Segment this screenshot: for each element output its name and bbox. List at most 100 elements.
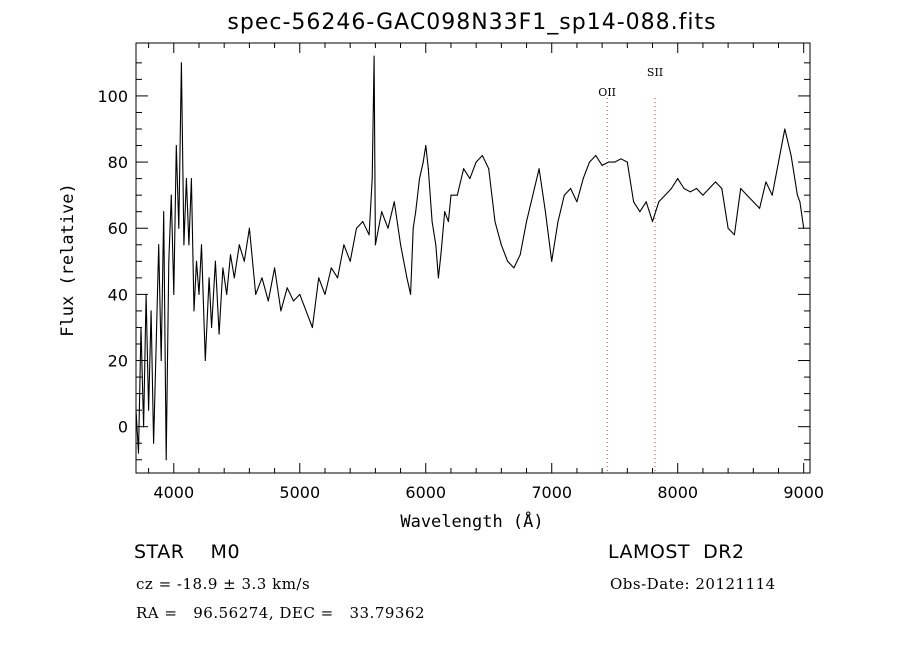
spectrum-point xyxy=(759,207,761,209)
spectrum-point xyxy=(381,211,383,213)
spectrum-point xyxy=(148,409,150,411)
spectrum-point xyxy=(204,360,206,362)
spectrum-point xyxy=(280,310,282,312)
spectrum-point xyxy=(343,244,345,246)
spectrum-point xyxy=(170,194,172,196)
spectrum-point xyxy=(677,178,679,180)
x-tick-label: 7000 xyxy=(531,483,572,502)
spectrum-point xyxy=(173,293,175,295)
spectrum-point xyxy=(733,234,735,236)
spectrum-point xyxy=(444,211,446,213)
spectrum-point xyxy=(708,188,710,190)
spectrum-point xyxy=(185,178,187,180)
spectrum-point xyxy=(165,459,167,461)
spectrum-point xyxy=(299,293,301,295)
x-tick-label: 5000 xyxy=(279,483,320,502)
spectrum-point xyxy=(311,326,313,328)
spectrum-point xyxy=(582,178,584,180)
spectrum-point xyxy=(740,188,742,190)
spectrum-point xyxy=(274,267,276,269)
spectrum-point xyxy=(158,244,160,246)
spectrum-point xyxy=(633,201,635,203)
spectrum-point xyxy=(422,161,424,163)
spectrum-point xyxy=(494,221,496,223)
spectrum-point xyxy=(163,211,165,213)
spectrum-point xyxy=(415,211,417,213)
spectrum-point xyxy=(563,194,565,196)
spectrum-point xyxy=(570,188,572,190)
spectrum-point xyxy=(229,254,231,256)
spectrum-point xyxy=(799,201,801,203)
spectrum-point xyxy=(355,227,357,229)
spectrum-point xyxy=(765,181,767,183)
x-tick-label: 8000 xyxy=(657,483,698,502)
spectrum-point xyxy=(702,194,704,196)
spectrum-point xyxy=(138,452,140,454)
plot-frame xyxy=(135,42,811,474)
spectrum-point xyxy=(544,211,546,213)
spectrum-point xyxy=(532,194,534,196)
spectrum-point xyxy=(488,168,490,170)
spectrum-point xyxy=(475,161,477,163)
spectrum-point xyxy=(374,244,376,246)
spectrum-point xyxy=(180,62,182,64)
spectrum-point xyxy=(538,168,540,170)
spectrum-point xyxy=(664,194,666,196)
spectrum-point xyxy=(168,260,170,262)
spectrum-point xyxy=(248,227,250,229)
spectrum-point xyxy=(155,343,157,345)
spectrum-point xyxy=(507,260,509,262)
y-axis-label: Flux (relative) xyxy=(58,183,78,337)
spectrum-point xyxy=(500,244,502,246)
spectrum-point xyxy=(658,201,660,203)
spectrum-point xyxy=(145,293,147,295)
x-tick-label: 4000 xyxy=(153,483,194,502)
spectrum-point xyxy=(406,277,408,279)
spectrum-point xyxy=(135,409,137,411)
plot-frame-rect xyxy=(135,42,811,474)
spectrum-point xyxy=(233,277,235,279)
spectrum-point xyxy=(222,267,224,269)
spectrum-point xyxy=(447,221,449,223)
spectrum-point xyxy=(140,326,142,328)
spectrum-point xyxy=(601,164,603,166)
spectrum-point xyxy=(393,201,395,203)
obs-date-label: Obs-Date: 20121114 xyxy=(610,575,776,593)
line-markers: OII SII xyxy=(598,66,663,473)
spectrum-point xyxy=(689,191,691,193)
spectrum-point xyxy=(727,227,729,229)
spectrum-point xyxy=(412,227,414,229)
spectrum-point xyxy=(551,260,553,262)
spectrum-point xyxy=(349,260,351,262)
spectrum-point xyxy=(645,201,647,203)
tick-labels: 4000 5000 6000 7000 8000 9000 0 20 40 60 80 100 xyxy=(97,87,824,502)
spectrum-point xyxy=(305,310,307,312)
spectrum-point xyxy=(160,360,162,362)
spectrum-point xyxy=(208,277,210,279)
spectrum-point xyxy=(435,244,437,246)
spectrum-point xyxy=(410,293,412,295)
spectrum-point xyxy=(463,168,465,170)
spectrum-point xyxy=(201,244,203,246)
spectrum-point xyxy=(513,267,515,269)
spectrum-point xyxy=(595,154,597,156)
spectrum-point xyxy=(193,310,195,312)
spectrum-point xyxy=(178,227,180,229)
spectrum-point xyxy=(267,300,269,302)
spectrum-point xyxy=(696,188,698,190)
spectrum-point xyxy=(337,277,339,279)
y-tick-label: 80 xyxy=(108,153,128,172)
spectrum-point xyxy=(373,55,375,57)
spectrum-point xyxy=(683,188,685,190)
spectrum-point xyxy=(255,293,257,295)
spectrum-point xyxy=(153,442,155,444)
spectrum-point xyxy=(318,277,320,279)
spectrum-point xyxy=(292,300,294,302)
spectrum-point xyxy=(778,161,780,163)
spectrum-point xyxy=(371,178,373,180)
spectrum-point xyxy=(607,161,609,163)
spectrum-point xyxy=(261,277,263,279)
y-tick-label: 20 xyxy=(108,352,128,371)
spectrum-point xyxy=(456,194,458,196)
ra-dec-label: RA = 96.56274, DEC = 33.79362 xyxy=(136,604,426,622)
